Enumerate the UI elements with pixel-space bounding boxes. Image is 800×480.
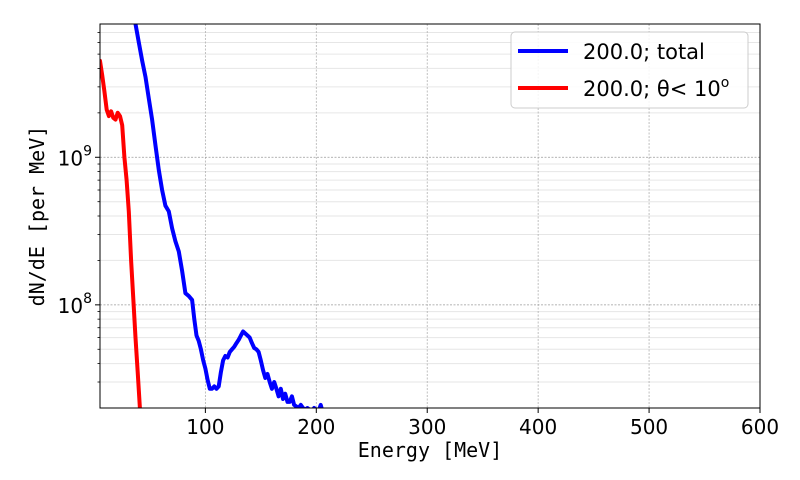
y-tick-label: 109 xyxy=(58,143,92,170)
x-tick-label: 500 xyxy=(630,415,668,439)
minor-grid xyxy=(100,32,760,383)
legend-label-theta: 200.0; θ< 10o xyxy=(583,75,729,101)
x-tick-label: 300 xyxy=(408,415,446,439)
tick-labels: 100 200 300 400 500 600 108 109 xyxy=(58,143,779,439)
legend: 200.0; total 200.0; θ< 10o xyxy=(510,31,749,109)
series-layer xyxy=(100,24,324,408)
legend-label-total: 200.0; total xyxy=(583,40,705,64)
legend-label-theta-main: 200.0; θ< 10 xyxy=(583,77,721,101)
x-tick-label: 600 xyxy=(741,415,779,439)
series-line-0 xyxy=(133,24,324,408)
x-tick-label: 100 xyxy=(186,415,224,439)
x-axis-label: Energy [MeV] xyxy=(358,438,503,462)
legend-label-theta-superscript: o xyxy=(721,75,730,91)
series-line-1 xyxy=(100,58,142,408)
axis-ticks xyxy=(95,32,761,413)
legend-box xyxy=(510,31,749,109)
y-tick-label: 108 xyxy=(58,291,92,318)
x-tick-label: 400 xyxy=(519,415,557,439)
y-axis-label: dN/dE [per MeV] xyxy=(25,126,49,307)
x-tick-label: 200 xyxy=(297,415,335,439)
